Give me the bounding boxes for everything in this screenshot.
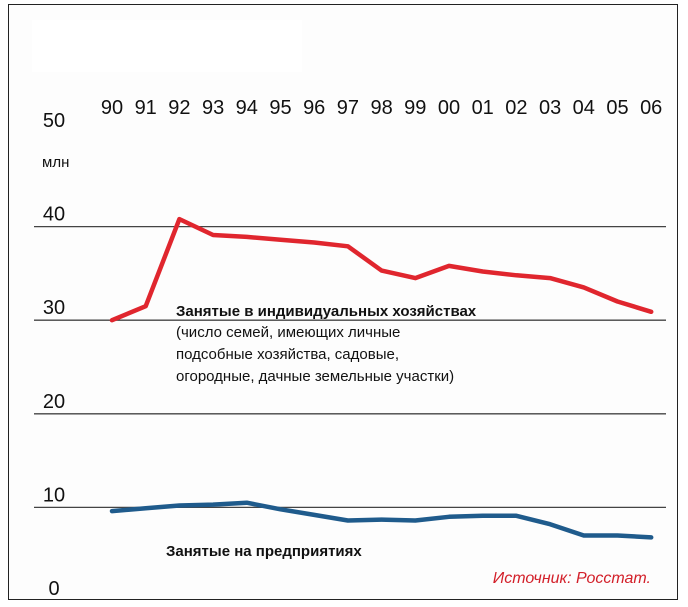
x-tick-label: 94 xyxy=(236,97,258,119)
y-tick-label: 20 xyxy=(43,391,65,413)
unit-label: млн xyxy=(42,154,69,171)
x-tick-label: 97 xyxy=(337,97,359,119)
y-tick-label: 0 xyxy=(48,578,59,600)
households-note-line-1: (число семей, имеющих личные xyxy=(176,324,400,341)
y-tick-label: 30 xyxy=(43,297,65,319)
x-tick-label: 99 xyxy=(404,97,426,119)
x-tick-label: 00 xyxy=(438,97,460,119)
enterprises-series-label: Занятые на предприятиях xyxy=(166,543,362,560)
enterprises-series-line xyxy=(109,500,654,540)
grid-lines xyxy=(34,225,666,509)
x-tick-label: 06 xyxy=(640,97,662,119)
x-tick-label: 95 xyxy=(269,97,291,119)
x-tick-label: 91 xyxy=(135,97,157,119)
households-note-line-2: подсобные хозяйства, садовые, xyxy=(176,346,399,363)
source-note: Источник: Росстат. xyxy=(493,570,651,587)
x-tick-label: 03 xyxy=(539,97,561,119)
x-tick-label: 01 xyxy=(472,97,494,119)
x-tick-label: 96 xyxy=(303,97,325,119)
series-lines xyxy=(109,216,654,540)
y-tick-label: 40 xyxy=(43,204,65,226)
y-axis-ticks: 0 10 20 30 40 50 xyxy=(43,110,65,600)
x-axis-ticks: 90 91 92 93 94 95 96 97 98 99 00 01 02 03 04 05 06 xyxy=(101,97,662,119)
y-tick-label: 10 xyxy=(43,484,65,506)
x-tick-label: 02 xyxy=(505,97,527,119)
households-series-line xyxy=(109,216,654,323)
redacted-title-area xyxy=(32,20,302,72)
households-series-label: Занятые в индивидуальных хозяйствах xyxy=(176,303,477,320)
x-tick-label: 98 xyxy=(370,97,392,119)
x-tick-label: 04 xyxy=(573,97,595,119)
x-tick-label: 90 xyxy=(101,97,123,119)
x-tick-label: 05 xyxy=(606,97,628,119)
households-note-line-3: огородные, дачные земельные участки) xyxy=(176,368,454,385)
x-tick-label: 92 xyxy=(168,97,190,119)
y-tick-label: 50 xyxy=(43,110,65,132)
chart-frame xyxy=(8,4,678,600)
x-tick-label: 93 xyxy=(202,97,224,119)
